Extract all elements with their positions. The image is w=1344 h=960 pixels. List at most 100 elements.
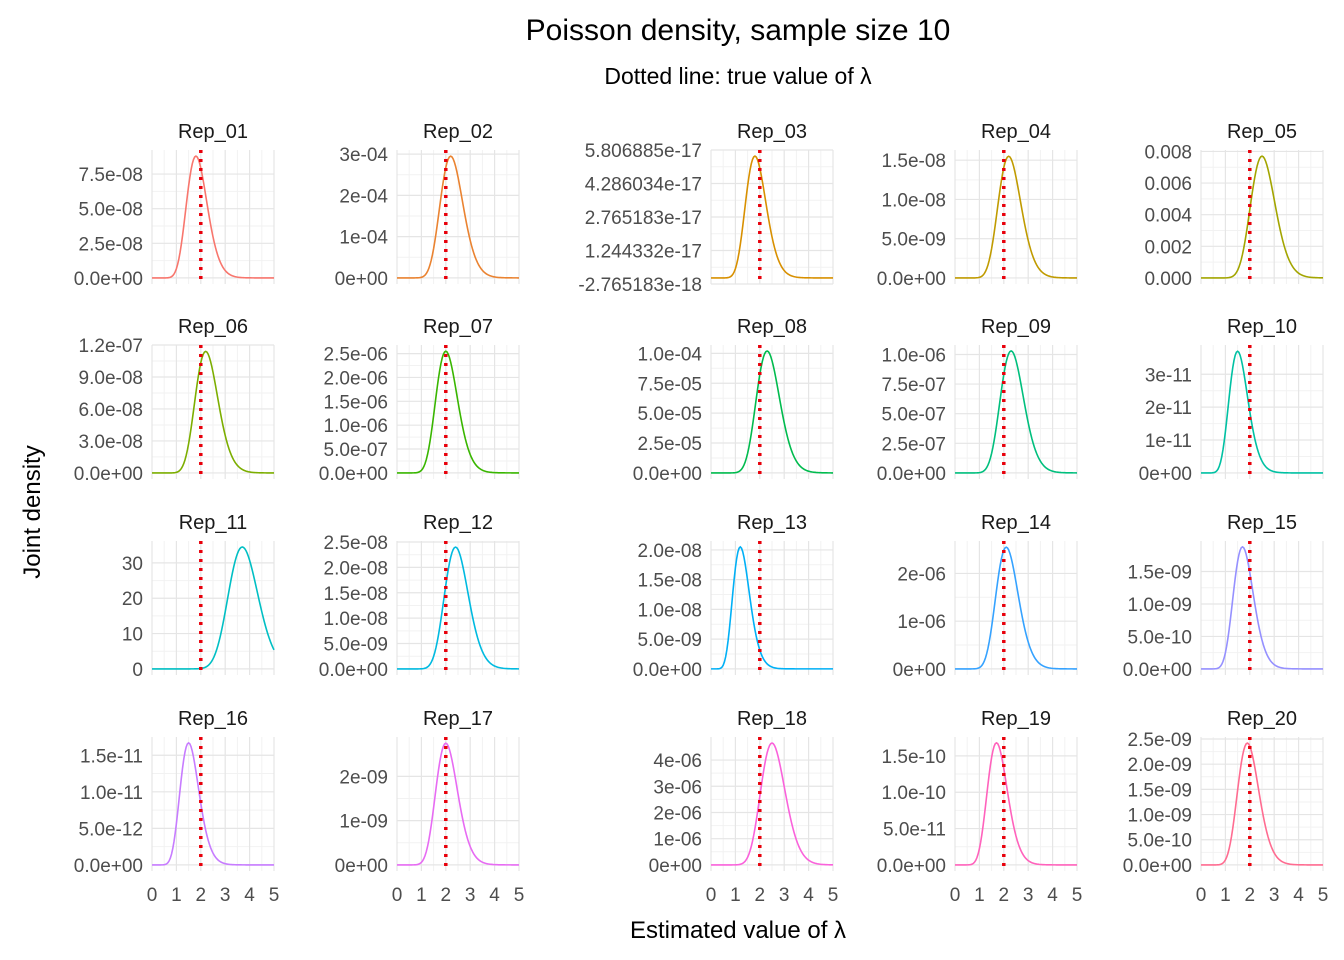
panel-rep-12-y-tick-label: 1.0e-08 xyxy=(324,609,388,630)
panel-rep-19-x-tick-label: 1 xyxy=(974,885,985,906)
panel-rep-07: Rep_07 0.0e+00 5.0e-07 1.0e-06 1.5e-06 2.0e-0… xyxy=(319,316,520,485)
panel-rep-03: Rep_03 -2.765183e-18 1.244332e-17 2.765183e… xyxy=(578,121,834,296)
panel-rep-06-y-tick-label: 9.0e-08 xyxy=(79,368,143,389)
panel-rep-13-y-tick-label: 1.5e-08 xyxy=(638,571,702,592)
panel-rep-08-y-tick-label: 1.0e-04 xyxy=(638,344,703,365)
panel-rep-13-y-tick-label: 1.0e-08 xyxy=(638,600,702,621)
panel-rep-07-y-tick-label: 5.0e-07 xyxy=(324,440,388,461)
panel-rep-05-y-tick-label: 0.002 xyxy=(1144,237,1192,258)
panel-rep-06-y-tick-label: 1.2e-07 xyxy=(79,336,143,357)
panel-rep-07-strip-label: Rep_07 xyxy=(423,316,493,338)
panel-rep-18-x-tick-label: 3 xyxy=(779,885,790,906)
panel-rep-20-x-tick-label: 2 xyxy=(1245,885,1256,906)
panel-rep-16-x-tick-label: 4 xyxy=(244,885,255,906)
panel-rep-03-y-tick-label: -2.765183e-18 xyxy=(578,275,702,296)
panel-rep-01: Rep_01 0.0e+00 2.5e-08 5.0e-08 7.5e-08 xyxy=(74,121,275,290)
panel-rep-05-strip-label: Rep_05 xyxy=(1227,121,1297,143)
panel-rep-17-x-tick-label: 3 xyxy=(465,885,476,906)
x-axis-label: Estimated value of λ xyxy=(630,917,846,944)
panel-rep-05-y-tick-label: 0.006 xyxy=(1144,174,1192,195)
panel-rep-19-x-tick-label: 4 xyxy=(1047,885,1058,906)
panel-rep-03-strip-label: Rep_03 xyxy=(737,121,807,143)
panel-rep-13-y-tick-label: 0.0e+00 xyxy=(633,660,702,681)
panel-rep-16-density-line xyxy=(152,741,274,866)
panel-rep-20-y-tick-label: 1.0e-09 xyxy=(1128,806,1192,827)
panel-rep-12-density-line xyxy=(397,546,520,670)
panel-rep-10-y-tick-label: 1e-11 xyxy=(1145,431,1192,452)
panel-rep-07-y-tick-label: 2.5e-06 xyxy=(324,345,388,366)
panel-rep-16-y-tick-label: 1.5e-11 xyxy=(80,746,143,767)
panel-rep-20-x-tick-label: 4 xyxy=(1293,885,1304,906)
panel-rep-14: Rep_14 0e+00 1e-06 2e-06 xyxy=(893,512,1078,681)
panel-rep-19-y-tick-label: 5.0e-11 xyxy=(883,820,946,841)
panel-rep-03-y-tick-label: 5.806885e-17 xyxy=(585,141,702,162)
panel-rep-20-y-tick-label: 2.0e-09 xyxy=(1128,755,1192,776)
panel-rep-03-y-tick-label: 1.244332e-17 xyxy=(585,242,702,263)
panel-rep-13: Rep_13 0.0e+00 5.0e-09 1.0e-08 1.5e-08 2.0e-0… xyxy=(633,512,834,681)
panel-rep-17-x-tick-label: 0 xyxy=(392,885,403,906)
chart-subtitle: Dotted line: true value of λ xyxy=(604,63,872,89)
panel-rep-01-y-tick-label: 0.0e+00 xyxy=(74,269,143,290)
panel-rep-13-y-tick-label: 2.0e-08 xyxy=(638,541,702,562)
panel-rep-16: Rep_16 0.0e+00 5.0e-12 1.0e-11 1.5e-11 0 1 2 3 4 5 xyxy=(74,708,280,906)
panel-rep-15-y-tick-label: 1.5e-09 xyxy=(1128,563,1192,584)
panel-rep-18-x-tick-label: 5 xyxy=(828,885,839,906)
panel-rep-06-y-tick-label: 3.0e-08 xyxy=(79,432,143,453)
panel-rep-17-x-tick-label: 5 xyxy=(514,885,525,906)
panel-rep-05-y-tick-label: 0.000 xyxy=(1144,269,1192,290)
panel-rep-08-strip-label: Rep_08 xyxy=(737,316,807,338)
chart-title: Poisson density, sample size 10 xyxy=(526,14,951,47)
panel-rep-14-y-tick-label: 1e-06 xyxy=(897,612,946,633)
panel-rep-17: Rep_17 0e+00 1e-09 2e-09 0 1 2 3 4 5 xyxy=(335,708,525,906)
panel-rep-18: Rep_18 0e+00 1e-06 2e-06 3e-06 4e-06 0 1 2 3 4 5 xyxy=(649,708,839,906)
panel-rep-16-x-tick-label: 5 xyxy=(269,885,280,906)
panel-rep-08-y-tick-label: 5.0e-05 xyxy=(638,404,702,425)
panel-rep-16-y-tick-label: 0.0e+00 xyxy=(74,856,143,877)
panel-rep-16-x-tick-label: 3 xyxy=(220,885,231,906)
panel-rep-17-x-tick-label: 1 xyxy=(416,885,427,906)
panel-rep-05-y-tick-label: 0.004 xyxy=(1144,206,1192,227)
panel-rep-18-x-tick-label: 1 xyxy=(730,885,741,906)
panel-rep-08-y-tick-label: 7.5e-05 xyxy=(638,374,702,395)
panel-rep-18-y-tick-label: 1e-06 xyxy=(653,830,702,851)
panel-rep-12-y-tick-label: 5.0e-09 xyxy=(324,635,388,656)
panel-rep-09: Rep_09 0.0e+00 2.5e-07 5.0e-07 7.5e-07 1.0e-0… xyxy=(877,316,1078,485)
panel-rep-07-y-tick-label: 0.0e+00 xyxy=(319,464,388,485)
panel-rep-11-y-tick-label: 30 xyxy=(122,554,143,575)
panel-rep-07-y-tick-label: 1.5e-06 xyxy=(324,392,388,413)
panel-rep-12-y-tick-label: 0.0e+00 xyxy=(319,660,388,681)
panel-rep-01-strip-label: Rep_01 xyxy=(178,121,248,143)
panel-rep-03-y-tick-label: 4.286034e-17 xyxy=(585,175,702,196)
panel-rep-01-y-tick-label: 5.0e-08 xyxy=(79,200,143,221)
panel-rep-12-y-tick-label: 2.0e-08 xyxy=(324,558,388,579)
panel-rep-09-y-tick-label: 0.0e+00 xyxy=(877,464,946,485)
panel-rep-10-density-line xyxy=(1201,350,1323,474)
panel-rep-01-density-line xyxy=(152,155,274,279)
panel-rep-15-y-tick-label: 0.0e+00 xyxy=(1123,660,1192,681)
panel-rep-17-y-tick-label: 1e-09 xyxy=(339,812,388,833)
panel-rep-14-density-line xyxy=(955,546,1077,670)
panel-rep-17-x-tick-label: 4 xyxy=(489,885,500,906)
panel-rep-03-y-tick-label: 2.765183e-17 xyxy=(585,208,702,229)
panel-rep-02-y-tick-label: 0e+00 xyxy=(335,269,388,290)
panel-rep-13-density-line xyxy=(711,545,833,670)
panel-rep-18-x-tick-label: 2 xyxy=(755,885,766,906)
panel-rep-20-y-tick-label: 5.0e-10 xyxy=(1128,831,1192,852)
panel-rep-03-density-line xyxy=(711,155,833,279)
panel-rep-07-density-line xyxy=(397,350,519,474)
panel-rep-19-y-tick-label: 0.0e+00 xyxy=(877,856,946,877)
panel-rep-18-y-tick-label: 0e+00 xyxy=(649,856,702,877)
panel-rep-04-strip-label: Rep_04 xyxy=(981,121,1051,143)
facet-panels: Rep_01 0.0e+00 2.5e-08 5.0e-08 7.5e-08 Rep_02… xyxy=(74,121,1329,906)
panel-rep-04-density-line xyxy=(955,155,1077,279)
panel-rep-20-x-tick-label: 0 xyxy=(1196,885,1207,906)
panel-rep-19-y-tick-label: 1.0e-10 xyxy=(882,783,946,804)
panel-rep-10: Rep_10 0e+00 1e-11 2e-11 3e-11 xyxy=(1139,316,1324,485)
panel-rep-19-strip-label: Rep_19 xyxy=(981,708,1051,730)
panel-rep-05: Rep_05 0.000 0.002 0.004 0.006 0.008 xyxy=(1144,121,1324,290)
panel-rep-18-x-tick-label: 0 xyxy=(706,885,717,906)
panel-rep-15: Rep_15 0.0e+00 5.0e-10 1.0e-09 1.5e-09 xyxy=(1123,512,1324,681)
panel-rep-18-y-tick-label: 3e-06 xyxy=(653,777,702,798)
panel-rep-19: Rep_19 0.0e+00 5.0e-11 1.0e-10 1.5e-10 0 1 2 3 4 5 xyxy=(877,708,1083,906)
